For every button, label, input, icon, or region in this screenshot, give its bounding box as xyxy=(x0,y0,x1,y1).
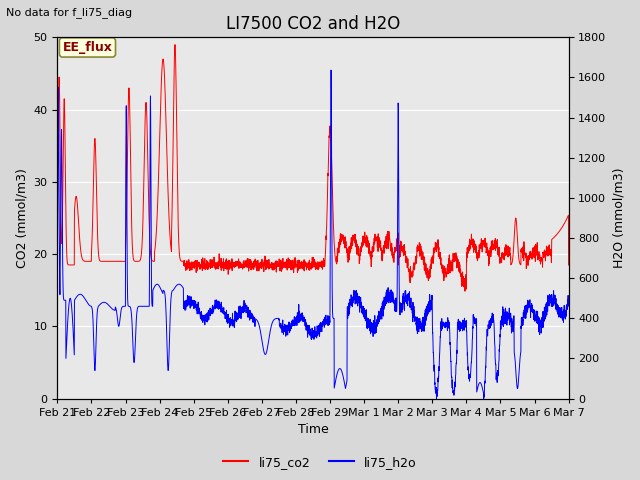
Text: EE_flux: EE_flux xyxy=(63,41,113,54)
Y-axis label: CO2 (mmol/m3): CO2 (mmol/m3) xyxy=(15,168,28,268)
X-axis label: Time: Time xyxy=(298,423,328,436)
Y-axis label: H2O (mmol/m3): H2O (mmol/m3) xyxy=(612,168,625,268)
Text: No data for f_li75_diag: No data for f_li75_diag xyxy=(6,7,132,18)
Title: LI7500 CO2 and H2O: LI7500 CO2 and H2O xyxy=(226,15,400,33)
Legend: li75_co2, li75_h2o: li75_co2, li75_h2o xyxy=(218,451,422,474)
